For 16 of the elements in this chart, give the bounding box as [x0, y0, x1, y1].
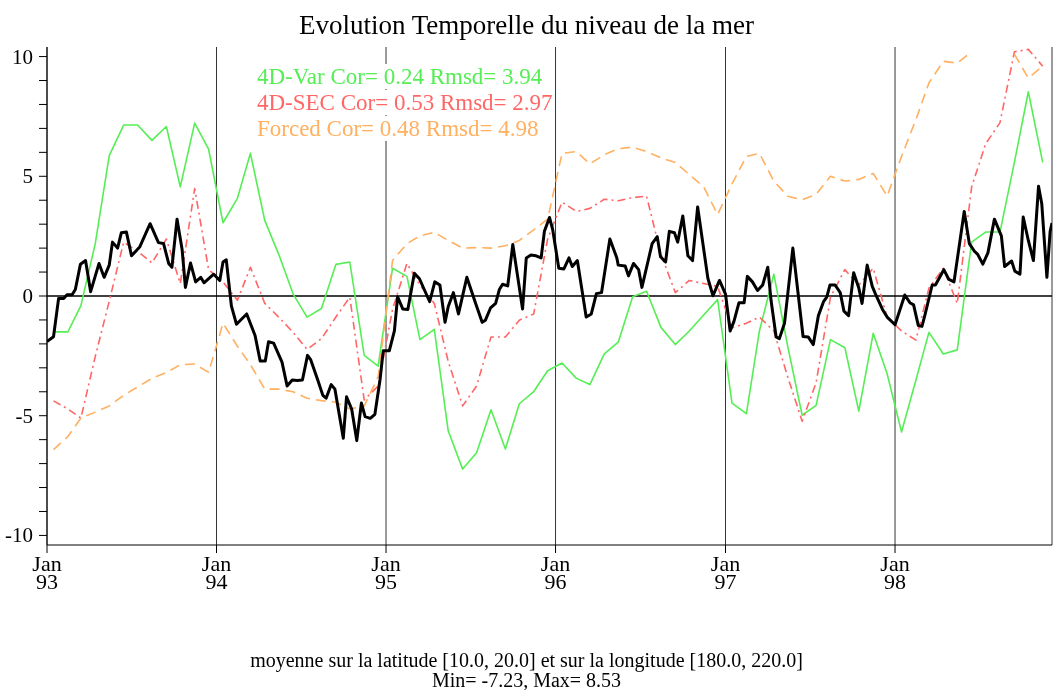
y-tick-label: -5 [15, 403, 33, 428]
x-tick-label: Jan 94 [201, 551, 232, 594]
x-tick-label: Jan 95 [371, 551, 401, 594]
x-tick-label: Jan 97 [710, 551, 741, 594]
x-tick-label: Jan 96 [540, 551, 571, 594]
y-tick-label: 0 [22, 284, 33, 308]
series-label: Forced Cor= 0.48 Rmsd= 4.98 [257, 116, 539, 141]
text: moyenne sur la latitude [10.0, 20.0] et sur la longitude [180.0, 220.0] [249, 649, 804, 671]
x-tick-label: Jan 93 [32, 551, 62, 594]
text: 4D-SEC Cor= 0.53 Rmsd= 2.97 [257, 90, 553, 115]
text: 4D-Var Cor= 0.24 Rmsd= 3.94 [257, 64, 543, 89]
y-tick-label: 5 [22, 164, 33, 189]
x-tick-label: Jan 98 [880, 551, 910, 594]
y-tick-label: 10 [12, 44, 33, 69]
chart-title: Evolution Temporelle du niveau de la mer [298, 10, 755, 41]
y-tick-label: -10 [5, 523, 33, 548]
